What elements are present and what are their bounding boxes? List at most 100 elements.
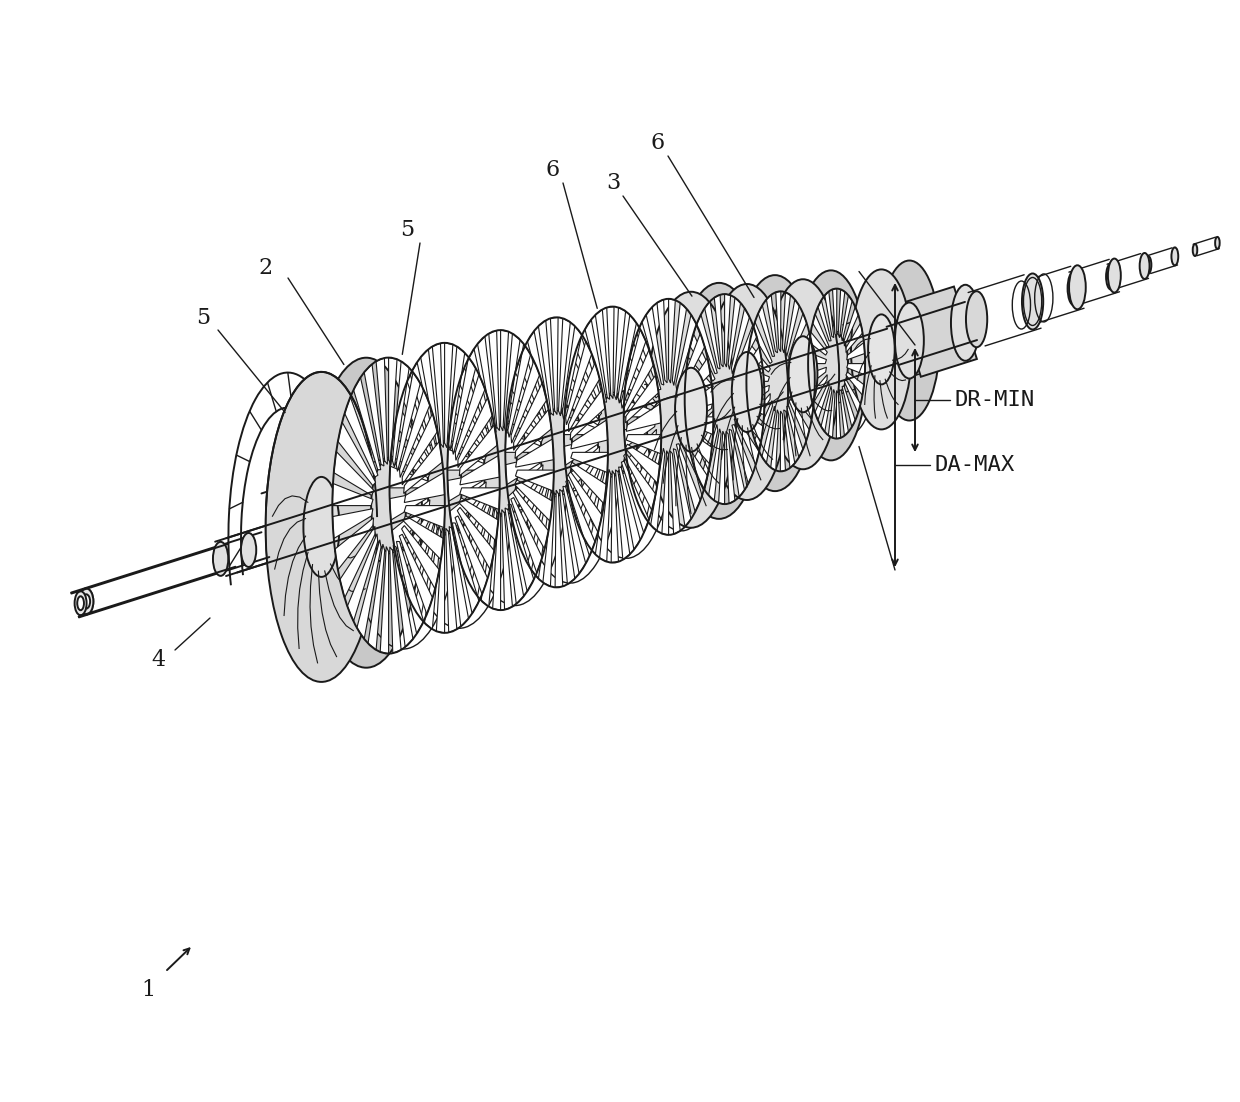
Polygon shape [449,527,469,626]
Polygon shape [505,432,542,452]
Polygon shape [766,295,777,353]
Polygon shape [668,299,676,383]
Polygon shape [489,331,500,431]
Polygon shape [791,333,812,369]
Polygon shape [810,332,827,355]
Polygon shape [619,467,640,550]
Polygon shape [811,375,827,404]
Ellipse shape [879,260,940,421]
Polygon shape [397,541,424,634]
Polygon shape [681,358,711,404]
Polygon shape [734,417,759,465]
Polygon shape [615,469,630,560]
Polygon shape [589,466,608,554]
Ellipse shape [789,336,817,412]
Polygon shape [563,486,585,574]
Polygon shape [681,426,712,464]
Polygon shape [388,358,397,465]
Polygon shape [556,490,563,587]
Polygon shape [513,473,544,542]
Polygon shape [511,360,539,443]
Ellipse shape [241,533,257,566]
Ellipse shape [1172,247,1178,266]
Ellipse shape [77,596,84,611]
Polygon shape [404,516,434,602]
Polygon shape [714,294,723,367]
Polygon shape [569,363,600,432]
Polygon shape [404,442,443,494]
Polygon shape [507,401,543,442]
Polygon shape [719,431,724,504]
Polygon shape [414,521,438,618]
Polygon shape [577,336,604,408]
Polygon shape [404,473,445,503]
Polygon shape [786,300,800,356]
Polygon shape [579,461,604,540]
Ellipse shape [835,331,857,391]
Polygon shape [508,344,531,437]
Polygon shape [458,507,495,570]
Polygon shape [448,450,486,471]
Polygon shape [839,390,848,435]
Polygon shape [684,383,713,399]
Polygon shape [433,343,444,447]
Polygon shape [458,398,492,467]
Polygon shape [630,343,658,398]
Polygon shape [460,488,500,509]
Polygon shape [567,446,600,494]
Polygon shape [734,325,756,380]
Polygon shape [353,377,381,469]
Polygon shape [522,479,548,563]
Polygon shape [627,430,656,476]
Polygon shape [505,508,523,604]
Polygon shape [737,399,765,414]
Polygon shape [527,331,551,419]
Text: 6: 6 [546,159,560,181]
Polygon shape [505,334,520,433]
Polygon shape [651,449,665,531]
Text: 5: 5 [196,307,210,329]
Polygon shape [516,471,554,491]
Polygon shape [618,315,636,403]
Text: DA-MAX: DA-MAX [935,455,1016,475]
Polygon shape [786,407,804,457]
Polygon shape [368,544,384,650]
Polygon shape [678,436,708,490]
Polygon shape [551,317,558,414]
Polygon shape [780,411,785,472]
Ellipse shape [675,283,764,519]
Polygon shape [704,301,720,369]
Ellipse shape [82,594,91,608]
Ellipse shape [851,269,911,430]
Polygon shape [399,534,433,614]
Ellipse shape [371,460,405,552]
Polygon shape [516,439,553,467]
Polygon shape [559,489,575,584]
Polygon shape [842,387,856,426]
Polygon shape [846,372,864,396]
Polygon shape [459,367,490,443]
Polygon shape [511,497,542,573]
Polygon shape [515,479,553,521]
Polygon shape [455,375,485,461]
Polygon shape [847,364,866,375]
Polygon shape [625,375,658,423]
Ellipse shape [1215,237,1220,249]
Polygon shape [515,409,552,458]
Ellipse shape [711,363,738,435]
Polygon shape [791,390,813,420]
Polygon shape [792,381,815,395]
Polygon shape [506,456,542,485]
Ellipse shape [777,345,802,411]
Polygon shape [492,509,501,611]
Polygon shape [755,401,773,450]
Polygon shape [471,503,494,596]
Polygon shape [808,367,826,385]
Ellipse shape [383,456,418,548]
Ellipse shape [1140,253,1149,279]
Polygon shape [676,444,701,511]
Ellipse shape [895,303,924,378]
Polygon shape [481,507,497,606]
Polygon shape [748,344,770,372]
Polygon shape [402,526,439,590]
